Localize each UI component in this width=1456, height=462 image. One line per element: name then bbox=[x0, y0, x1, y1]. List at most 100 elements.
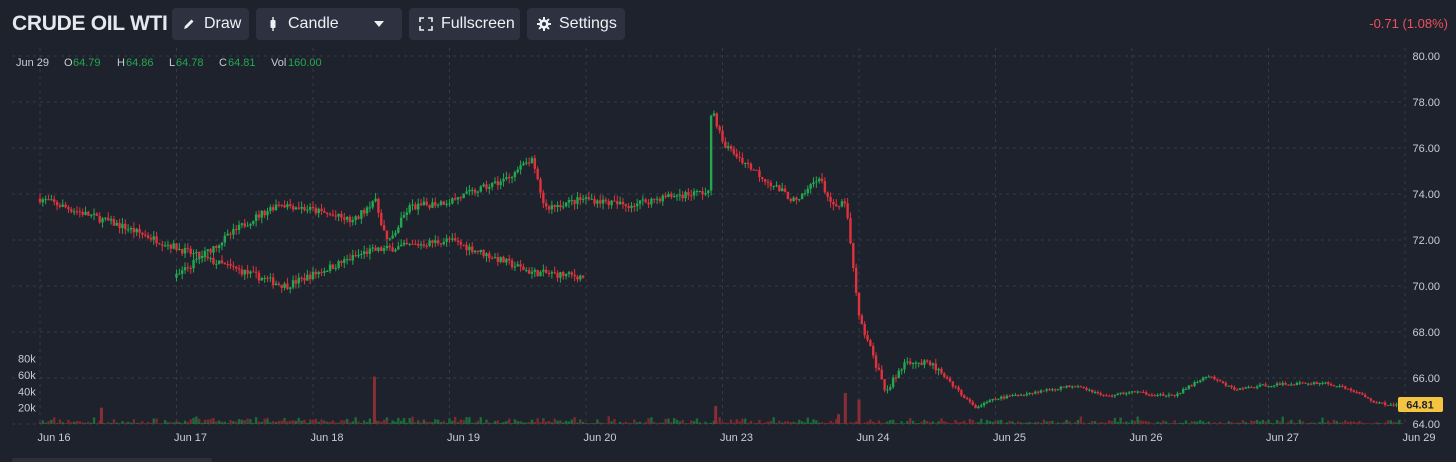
candle-body bbox=[198, 257, 201, 259]
candle-body bbox=[1218, 380, 1222, 382]
candle-body bbox=[974, 405, 977, 409]
fullscreen-button[interactable]: Fullscreen bbox=[409, 8, 520, 40]
candle-body bbox=[1008, 395, 1011, 397]
candle-body bbox=[891, 377, 895, 388]
candle-body bbox=[314, 271, 318, 275]
candle-body bbox=[1233, 387, 1236, 390]
volume-bar bbox=[465, 417, 468, 424]
candle-body bbox=[963, 395, 966, 398]
candle-body bbox=[109, 219, 113, 221]
volume-bar bbox=[109, 422, 113, 424]
volume-bar bbox=[308, 419, 312, 424]
draw-button[interactable]: Draw bbox=[172, 8, 249, 40]
volume-bar bbox=[58, 419, 62, 424]
volume-bar bbox=[334, 422, 337, 424]
candle-body bbox=[1065, 385, 1068, 388]
volume-bar bbox=[1122, 422, 1125, 424]
volume-bar bbox=[709, 422, 713, 424]
volume-bar bbox=[903, 423, 906, 424]
volume-bar bbox=[206, 422, 209, 424]
volume-bar bbox=[1389, 420, 1392, 424]
candle-body bbox=[462, 244, 465, 246]
volume-bar bbox=[286, 421, 289, 424]
candle-body bbox=[880, 369, 883, 380]
volume-bar bbox=[362, 423, 366, 424]
volume-bar bbox=[852, 422, 855, 424]
candle-body bbox=[425, 201, 428, 205]
candle-body bbox=[763, 179, 767, 182]
volume-bar bbox=[1304, 423, 1307, 424]
volume-bar bbox=[536, 418, 539, 424]
candle-body bbox=[220, 260, 224, 264]
settings-button[interactable]: Settings bbox=[527, 8, 625, 40]
legend-date: Jun 29 bbox=[16, 57, 49, 69]
chart-type-label: Candle bbox=[288, 15, 339, 32]
scrollbar[interactable] bbox=[12, 458, 212, 462]
candle-body bbox=[189, 267, 192, 269]
candle-body bbox=[206, 249, 209, 252]
candle-body bbox=[766, 181, 770, 183]
candle-body bbox=[473, 189, 477, 193]
volume-bar bbox=[1190, 421, 1193, 424]
candle-body bbox=[510, 177, 514, 179]
pencil-icon bbox=[184, 19, 194, 29]
candle-body bbox=[1389, 404, 1392, 406]
candle-body bbox=[562, 272, 565, 277]
candle-body bbox=[539, 179, 542, 193]
volume-bar bbox=[1312, 422, 1316, 424]
volume-bar bbox=[533, 422, 537, 424]
volume-bar bbox=[1363, 423, 1367, 424]
candle-body bbox=[1139, 391, 1142, 393]
candle-body bbox=[1079, 386, 1083, 388]
volume-bar bbox=[960, 421, 963, 424]
volume-bar bbox=[604, 423, 608, 424]
candle-body bbox=[1210, 376, 1213, 378]
candle-body bbox=[735, 153, 738, 157]
volume-bar bbox=[581, 421, 585, 424]
candle-body bbox=[721, 130, 724, 142]
candle-body bbox=[897, 370, 901, 379]
volume-bar bbox=[1335, 421, 1338, 424]
volume-bar bbox=[1042, 419, 1046, 424]
volume-bar bbox=[112, 419, 116, 424]
candle-body bbox=[1301, 382, 1304, 384]
volume-bar bbox=[64, 422, 67, 424]
candle-body bbox=[744, 162, 747, 164]
volume-bar bbox=[175, 422, 178, 424]
candle-body bbox=[792, 197, 795, 201]
candle-body bbox=[1045, 389, 1048, 391]
volume-bar bbox=[957, 422, 960, 424]
candle-body bbox=[823, 181, 827, 193]
volume-bar bbox=[161, 423, 164, 424]
candle-body bbox=[155, 236, 158, 244]
volume-bars bbox=[38, 376, 1404, 424]
candle-body bbox=[653, 198, 656, 200]
volume-bar bbox=[746, 422, 750, 424]
volume-bar bbox=[695, 418, 699, 424]
candle-body bbox=[331, 264, 335, 269]
chart-type-dropdown[interactable]: Candle bbox=[256, 8, 402, 40]
volume-bar bbox=[724, 422, 727, 424]
volume-bar bbox=[1270, 422, 1273, 424]
candle-body bbox=[459, 241, 463, 245]
candle-body bbox=[1179, 393, 1182, 395]
candle-body bbox=[1281, 383, 1284, 385]
volume-bar bbox=[271, 421, 275, 424]
volume-bar bbox=[835, 419, 838, 424]
candle-body bbox=[166, 244, 170, 246]
volume-bar bbox=[220, 422, 224, 424]
volume-bar bbox=[183, 420, 187, 424]
candle-body bbox=[442, 201, 446, 205]
volume-bar bbox=[1315, 423, 1319, 424]
candle-body bbox=[431, 240, 434, 243]
candle-body bbox=[988, 400, 992, 403]
candle-body bbox=[445, 203, 448, 205]
candle-body bbox=[183, 247, 187, 254]
candle-body bbox=[1284, 383, 1287, 385]
volume-bar bbox=[1173, 420, 1176, 424]
volume-bar bbox=[297, 421, 300, 424]
candle-body bbox=[755, 169, 758, 171]
candle-body bbox=[903, 362, 906, 370]
candle-body bbox=[351, 255, 355, 261]
